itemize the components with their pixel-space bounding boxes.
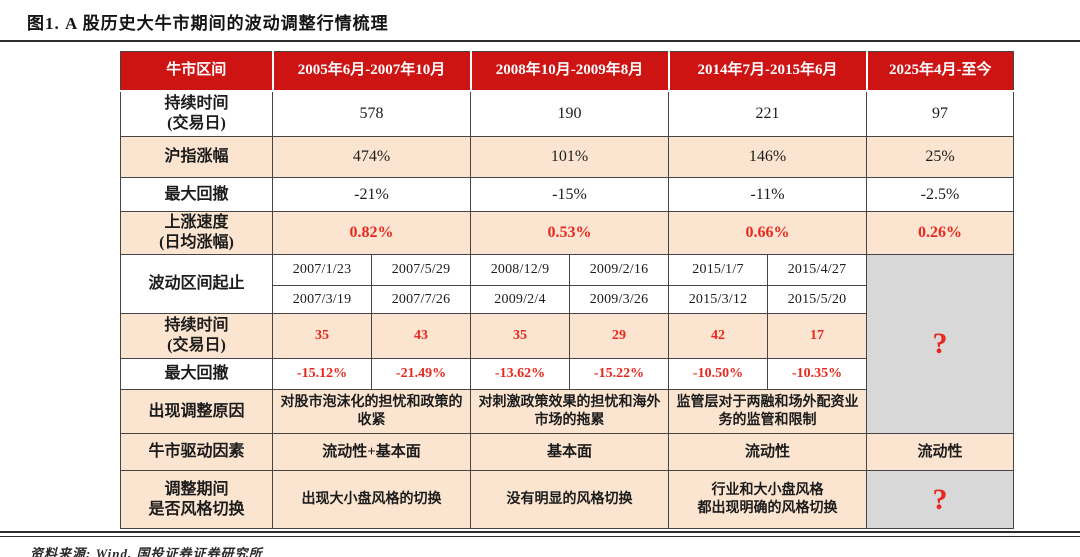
- max-drawdown-cell-4: -2.5%: [866, 177, 1014, 212]
- duration-cell-4: 97: [866, 90, 1014, 137]
- row-style-switch: 调整期间 是否风格切换 出现大小盘风格的切换 没有明显的风格切换 行业和大小盘风…: [120, 470, 1014, 529]
- header-period-1: 2005年6月-2007年10月: [271, 51, 472, 92]
- unknown-question-cell: ?: [866, 254, 1014, 434]
- adj-duration-6: 17: [767, 313, 867, 359]
- row-volatility-end: 2007/3/19 2007/7/26 2009/2/4 2009/3/26 2…: [120, 285, 1014, 314]
- row-volatility-start: 波动区间起止 2007/1/23 2007/5/29 2008/12/9 200…: [120, 254, 1014, 434]
- label-index-gain: 沪指涨幅: [120, 136, 273, 178]
- row-rise-speed: 上涨速度 (日均涨幅) 0.82% 0.53% 0.66% 0.26%: [120, 211, 1014, 255]
- duration-cell-1: 578: [272, 90, 471, 137]
- header-period-4: 2025年4月-至今: [865, 51, 1014, 92]
- adj-drawdown-6: -10.35%: [767, 358, 867, 390]
- max-drawdown-cell-3: -11%: [668, 177, 867, 212]
- vol-end-4: 2009/3/26: [569, 285, 669, 314]
- vol-start-6: 2015/4/27: [767, 254, 867, 286]
- index-gain-cell-4: 25%: [866, 136, 1014, 178]
- adj-drawdown-1: -15.12%: [272, 358, 372, 390]
- label-max-drawdown: 最大回撤: [120, 177, 273, 212]
- adj-duration-5: 42: [668, 313, 768, 359]
- bottom-double-rule: [0, 531, 1080, 537]
- vol-start-2: 2007/5/29: [371, 254, 471, 286]
- max-drawdown-cell-2: -15%: [470, 177, 669, 212]
- row-duration: 持续时间 (交易日) 578 190 221 97: [120, 90, 1014, 137]
- max-drawdown-cell-1: -21%: [272, 177, 471, 212]
- rise-speed-cell-3: 0.66%: [668, 211, 867, 255]
- index-gain-cell-3: 146%: [668, 136, 867, 178]
- label-adj-reason: 出现调整原因: [120, 389, 273, 434]
- driver-cell-2: 基本面: [470, 433, 669, 471]
- vol-end-6: 2015/5/20: [767, 285, 867, 314]
- row-index-gain: 沪指涨幅 474% 101% 146% 25%: [120, 136, 1014, 178]
- label-rise-speed: 上涨速度 (日均涨幅): [120, 211, 273, 255]
- adj-drawdown-5: -10.50%: [668, 358, 768, 390]
- adj-drawdown-3: -13.62%: [470, 358, 570, 390]
- style-switch-1: 出现大小盘风格的切换: [272, 470, 471, 529]
- source-note: 资料来源: Wind, 国投证券证券研究所: [30, 546, 263, 557]
- header-period-2: 2008年10月-2009年8月: [469, 51, 670, 92]
- adj-drawdown-4: -15.22%: [569, 358, 669, 390]
- adj-drawdown-2: -21.49%: [371, 358, 471, 390]
- rise-speed-cell-4: 0.26%: [866, 211, 1014, 255]
- label-duration: 持续时间 (交易日): [120, 90, 273, 137]
- figure-title: 图1. A 股历史大牛市期间的波动调整行情梳理: [27, 14, 389, 33]
- label-adj-duration: 持续时间 (交易日): [120, 313, 273, 359]
- row-adj-reason: 出现调整原因 对股市泡沫化的担忧和政策的收紧 对刺激政策效果的担忧和海外市场的拖…: [120, 389, 1014, 434]
- adj-reason-2: 对刺激政策效果的担忧和海外市场的拖累: [470, 389, 669, 434]
- adj-duration-3: 35: [470, 313, 570, 359]
- driver-cell-4: 流动性: [866, 433, 1014, 471]
- header-period-3: 2014年7月-2015年6月: [667, 51, 868, 92]
- vol-start-5: 2015/1/7: [668, 254, 768, 286]
- adj-reason-1: 对股市泡沫化的担忧和政策的收紧: [272, 389, 471, 434]
- vol-start-4: 2009/2/16: [569, 254, 669, 286]
- label-driver: 牛市驱动因素: [120, 433, 273, 471]
- rise-speed-cell-1: 0.82%: [272, 211, 471, 255]
- vol-end-2: 2007/7/26: [371, 285, 471, 314]
- vol-start-3: 2008/12/9: [470, 254, 570, 286]
- rise-speed-cell-2: 0.53%: [470, 211, 669, 255]
- index-gain-cell-2: 101%: [470, 136, 669, 178]
- vol-end-1: 2007/3/19: [272, 285, 372, 314]
- header-row: 牛市区间 2005年6月-2007年10月 2008年10月-2009年8月 2…: [120, 51, 1014, 92]
- vol-end-5: 2015/3/12: [668, 285, 768, 314]
- style-switch-2: 没有明显的风格切换: [470, 470, 669, 529]
- index-gain-cell-1: 474%: [272, 136, 471, 178]
- row-driver: 牛市驱动因素 流动性+基本面 基本面 流动性 流动性: [120, 433, 1014, 471]
- duration-cell-3: 221: [668, 90, 867, 137]
- driver-cell-3: 流动性: [668, 433, 867, 471]
- style-switch-3: 行业和大小盘风格 都出现明确的风格切换: [668, 470, 867, 529]
- duration-cell-2: 190: [470, 90, 669, 137]
- vol-start-1: 2007/1/23: [272, 254, 372, 286]
- adj-duration-2: 43: [371, 313, 471, 359]
- title-rule: [0, 40, 1080, 42]
- style-switch-unknown-cell: ?: [866, 470, 1014, 529]
- adj-reason-3: 监管层对于两融和场外配资业务的监管和限制: [668, 389, 867, 434]
- header-corner: 牛市区间: [120, 51, 274, 92]
- bull-market-table: 牛市区间 2005年6月-2007年10月 2008年10月-2009年8月 2…: [120, 51, 1014, 529]
- adj-duration-4: 29: [569, 313, 669, 359]
- label-volatility-range: 波动区间起止: [120, 254, 273, 314]
- label-style-switch: 调整期间 是否风格切换: [120, 470, 273, 529]
- label-adj-drawdown: 最大回撤: [120, 358, 273, 390]
- vol-end-3: 2009/2/4: [470, 285, 570, 314]
- driver-cell-1: 流动性+基本面: [272, 433, 471, 471]
- adj-duration-1: 35: [272, 313, 372, 359]
- row-max-drawdown: 最大回撤 -21% -15% -11% -2.5%: [120, 177, 1014, 212]
